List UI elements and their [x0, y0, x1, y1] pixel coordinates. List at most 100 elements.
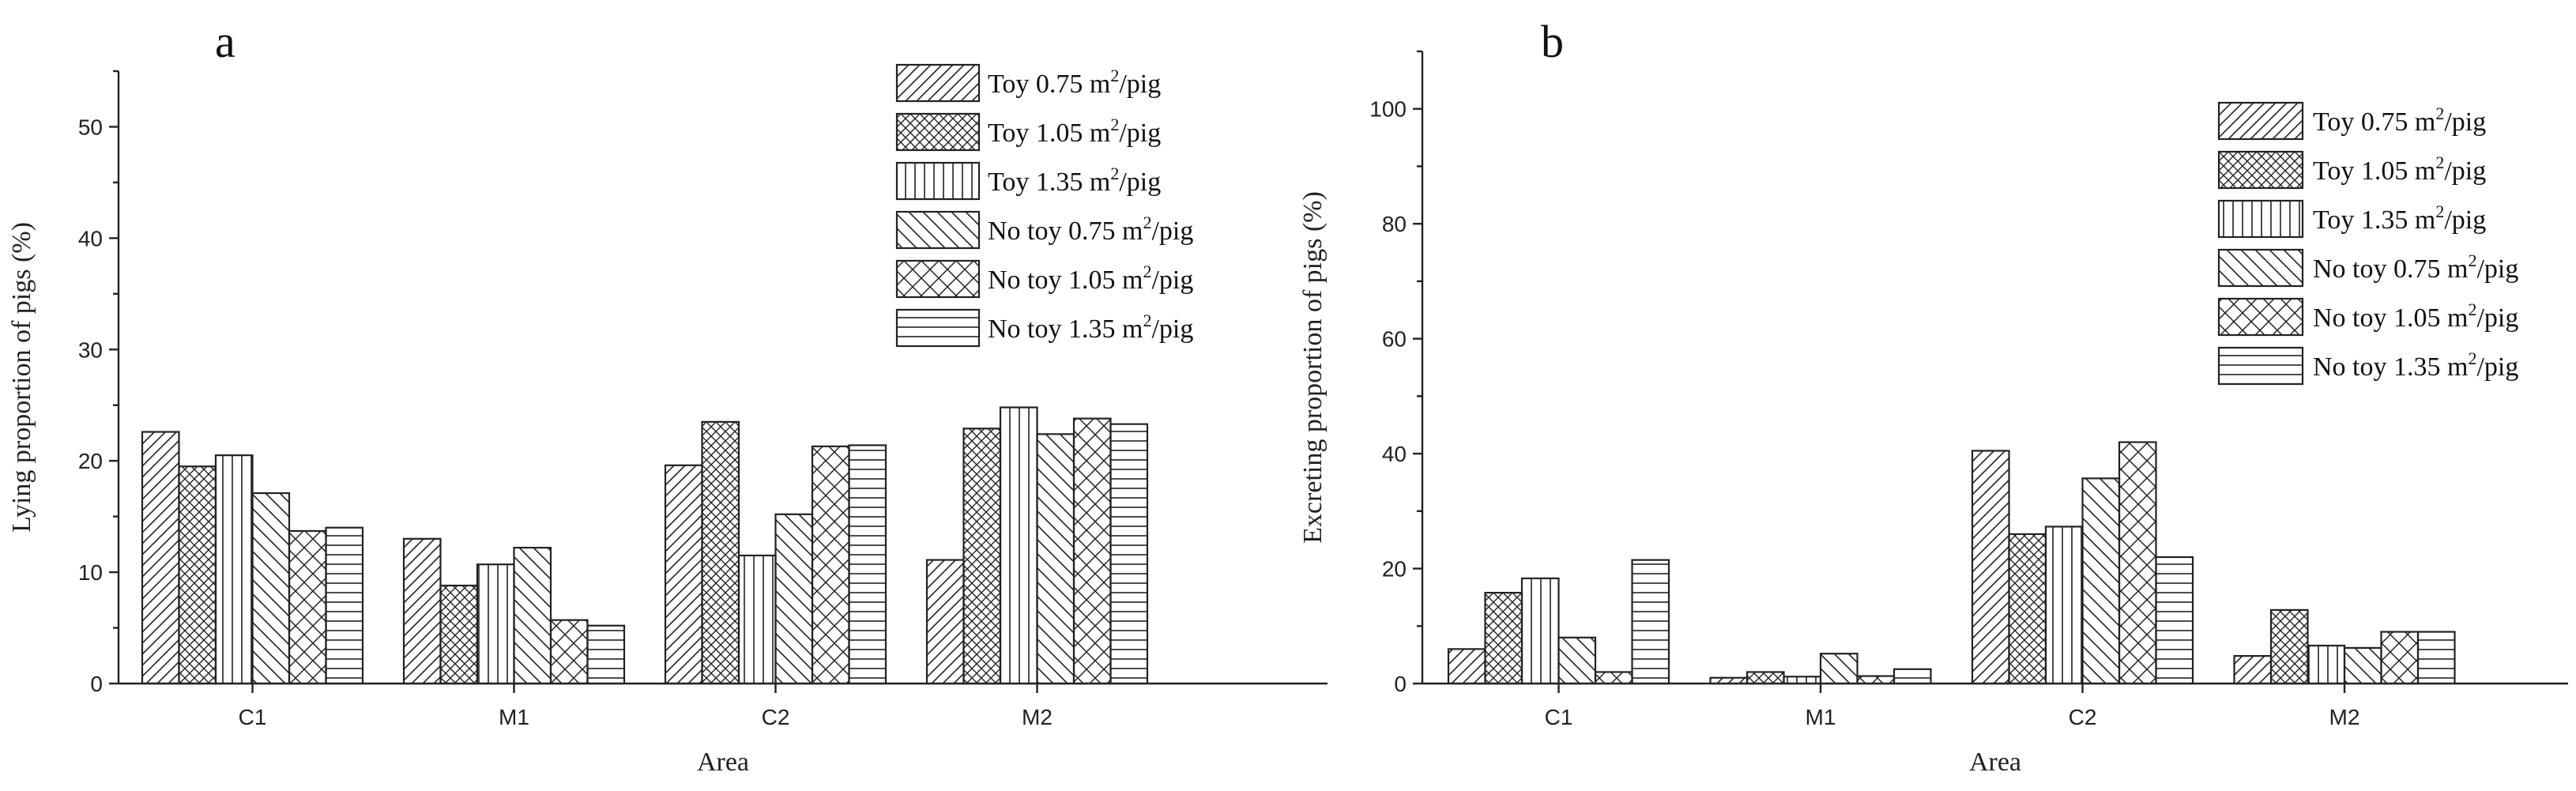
- legend-swatch-6: [895, 308, 981, 348]
- bar-m1-series-4: [1819, 653, 1859, 685]
- bar-c2-series-1: [1971, 450, 2010, 685]
- x-tick-label-m1: M1: [1806, 705, 1836, 729]
- x-tick-label-c1: C1: [239, 705, 267, 729]
- bar-c2-series-5: [811, 445, 850, 685]
- panel-label: b: [1541, 16, 1564, 67]
- legend-label-4: No toy 0.75 m2/pig: [2313, 250, 2518, 284]
- y-tick-label: 40: [78, 226, 103, 250]
- bar-c1-series-2: [178, 465, 217, 685]
- y-tick-label: 10: [78, 560, 103, 585]
- bar-c2-series-4: [774, 513, 814, 685]
- x-axis-title: Area: [1969, 748, 2021, 777]
- legend-label-6: No toy 1.35 m2/pig: [2313, 348, 2518, 382]
- legend-swatch-2: [2217, 150, 2304, 190]
- legend-label-1: Toy 0.75 m2/pig: [988, 66, 1161, 99]
- bar-c2-series-3: [2044, 525, 2084, 685]
- bar-m1-series-3: [476, 563, 515, 685]
- legend-label-2: Toy 1.05 m2/pig: [988, 115, 1161, 148]
- x-tick-label-c2: C2: [762, 705, 790, 729]
- x-tick-label-c1: C1: [1545, 705, 1573, 729]
- y-tick-label: 60: [1382, 327, 1407, 352]
- panel-a-chart: a 0 10 20 30 40 50 C1 M1 C2 M2 Area Lying proportion…: [7, 16, 1328, 777]
- legend-label-6: No toy 1.35 m2/pig: [988, 311, 1193, 344]
- y-tick-label: 40: [1382, 442, 1407, 466]
- bar-m2-series-5: [1072, 417, 1112, 685]
- bar-m2-series-1: [2233, 654, 2273, 685]
- bar-c1-series-5: [1594, 671, 1633, 685]
- bar-c1-series-4: [1557, 636, 1597, 685]
- legend-swatch-1: [2217, 101, 2304, 141]
- legend-label-3: Toy 1.35 m2/pig: [2313, 202, 2486, 235]
- bar-m2-series-6: [1109, 423, 1149, 685]
- y-tick-label: 0: [1394, 672, 1407, 696]
- bar-m2-series-6: [2416, 631, 2456, 685]
- bar-c2-series-4: [2081, 477, 2121, 685]
- bar-m2-series-2: [2269, 608, 2309, 685]
- bar-c1-series-1: [1447, 648, 1486, 685]
- panel-label: a: [215, 16, 235, 67]
- bar-c2-series-1: [664, 464, 703, 685]
- y-tick-label: 20: [1382, 557, 1407, 582]
- bar-m1-series-1: [402, 537, 442, 685]
- bar-m2-series-4: [1036, 433, 1075, 685]
- y-tick-label: 100: [1369, 97, 1407, 122]
- y-tick-label: 80: [1382, 212, 1407, 236]
- bar-m1-series-6: [1892, 668, 1932, 685]
- x-tick-label-m2: M2: [2329, 705, 2360, 729]
- bar-m1-series-2: [1746, 671, 1785, 685]
- bar-c2-series-6: [848, 444, 887, 685]
- x-tick-label-m1: M1: [499, 705, 529, 729]
- legend-label-5: No toy 1.05 m2/pig: [988, 262, 1193, 295]
- bar-m2-series-5: [2380, 631, 2420, 685]
- bar-c2-series-5: [2118, 441, 2157, 685]
- legend-swatch-4: [895, 210, 981, 250]
- bar-c1-series-6: [1631, 559, 1670, 685]
- bar-m2-series-4: [2343, 646, 2382, 685]
- bar-c1-series-3: [214, 454, 254, 685]
- bar-m2-series-3: [2307, 644, 2346, 685]
- y-tick-label: 20: [78, 449, 103, 473]
- bar-c1-series-5: [288, 529, 327, 685]
- legend-swatch-5: [895, 259, 981, 299]
- x-tick-label-m2: M2: [1022, 705, 1053, 729]
- legend-label-4: No toy 0.75 m2/pig: [988, 213, 1193, 246]
- bar-c2-series-6: [2155, 556, 2194, 685]
- bar-c1-series-4: [251, 492, 291, 685]
- legend-label-1: Toy 0.75 m2/pig: [2313, 104, 2486, 137]
- panel-b-chart: b 0 20 40 60 80 100 C1 M1 C2 M2 Area Excreting propo…: [1298, 16, 2568, 777]
- bar-m1-series-5: [1856, 675, 1896, 685]
- bar-m1-series-6: [586, 624, 626, 685]
- bar-c1-series-1: [141, 431, 180, 685]
- legend-swatch-3: [2217, 199, 2304, 239]
- bar-c1-series-6: [325, 526, 364, 685]
- y-axis-title: Excreting proportion of pigs (%): [1298, 191, 1328, 544]
- bar-m1-series-2: [439, 584, 479, 685]
- legend-swatch-3: [895, 161, 981, 201]
- bar-c1-series-3: [1520, 577, 1560, 685]
- y-tick-label: 0: [90, 672, 103, 696]
- x-axis-title: Area: [697, 748, 749, 777]
- x-tick-label-c2: C2: [2069, 705, 2097, 729]
- bar-m1-series-5: [549, 619, 589, 685]
- legend-swatch-6: [2217, 346, 2304, 386]
- y-tick-label: 30: [78, 337, 103, 362]
- bar-c1-series-2: [1484, 591, 1523, 685]
- bar-m2-series-2: [962, 428, 1002, 685]
- legend-swatch-5: [2217, 297, 2304, 337]
- legend-label-5: No toy 1.05 m2/pig: [2313, 299, 2518, 333]
- bar-c2-series-3: [737, 554, 777, 685]
- bar-m1-series-3: [1783, 676, 1822, 685]
- bar-m1-series-4: [513, 546, 552, 685]
- legend-swatch-2: [895, 112, 981, 152]
- y-axis-title: Lying proportion of pigs (%): [7, 222, 36, 533]
- bar-m2-series-3: [999, 406, 1038, 685]
- legend-swatch-4: [2217, 248, 2304, 288]
- bar-c2-series-2: [701, 420, 740, 685]
- bar-m2-series-1: [925, 559, 965, 685]
- legend-label-3: Toy 1.35 m2/pig: [988, 164, 1161, 197]
- y-tick-label: 50: [78, 115, 103, 139]
- bar-c2-series-2: [2008, 533, 2047, 685]
- legend-swatch-1: [895, 63, 981, 103]
- legend-label-2: Toy 1.05 m2/pig: [2313, 153, 2486, 186]
